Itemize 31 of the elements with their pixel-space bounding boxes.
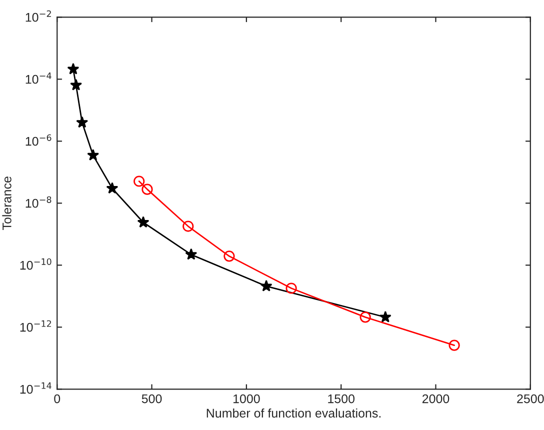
x-tick-label: 500 xyxy=(142,394,162,404)
point xyxy=(360,312,371,323)
point xyxy=(448,340,460,351)
y-tick-label: 10$^{−6}$ xyxy=(26,134,52,146)
y-tick-label: 10$^{−8}$ xyxy=(26,196,52,208)
x-tick-label: 1500 xyxy=(328,394,355,404)
point xyxy=(76,116,88,128)
y-tick-label: 10$^{−14}$ xyxy=(20,382,52,394)
y-tick-label: 10$^{−12}$ xyxy=(20,320,51,332)
point xyxy=(379,310,392,322)
point xyxy=(260,280,272,292)
y-tick-label: 10$^{−4}$ xyxy=(26,72,52,84)
y-tick-label: 10$^{−2}$ xyxy=(26,10,51,22)
y-axis-title: Tolerance xyxy=(2,176,12,230)
point xyxy=(134,176,145,187)
point xyxy=(137,216,150,228)
point xyxy=(67,62,80,74)
x-axis-title: Number of function evaluations. xyxy=(206,408,381,418)
y-tick-label: 10$^{−10}$ xyxy=(20,258,52,270)
point xyxy=(185,248,198,260)
x-tick-label: 0 xyxy=(54,394,60,404)
point xyxy=(106,182,118,194)
x-tick-label: 1000 xyxy=(233,394,260,404)
point xyxy=(286,282,297,294)
point xyxy=(87,149,100,161)
point xyxy=(182,220,194,232)
x-tick-label: 2500 xyxy=(517,394,544,404)
point xyxy=(142,184,153,195)
point xyxy=(224,250,235,262)
point xyxy=(70,78,82,90)
x-tick-label: 2000 xyxy=(422,394,450,404)
